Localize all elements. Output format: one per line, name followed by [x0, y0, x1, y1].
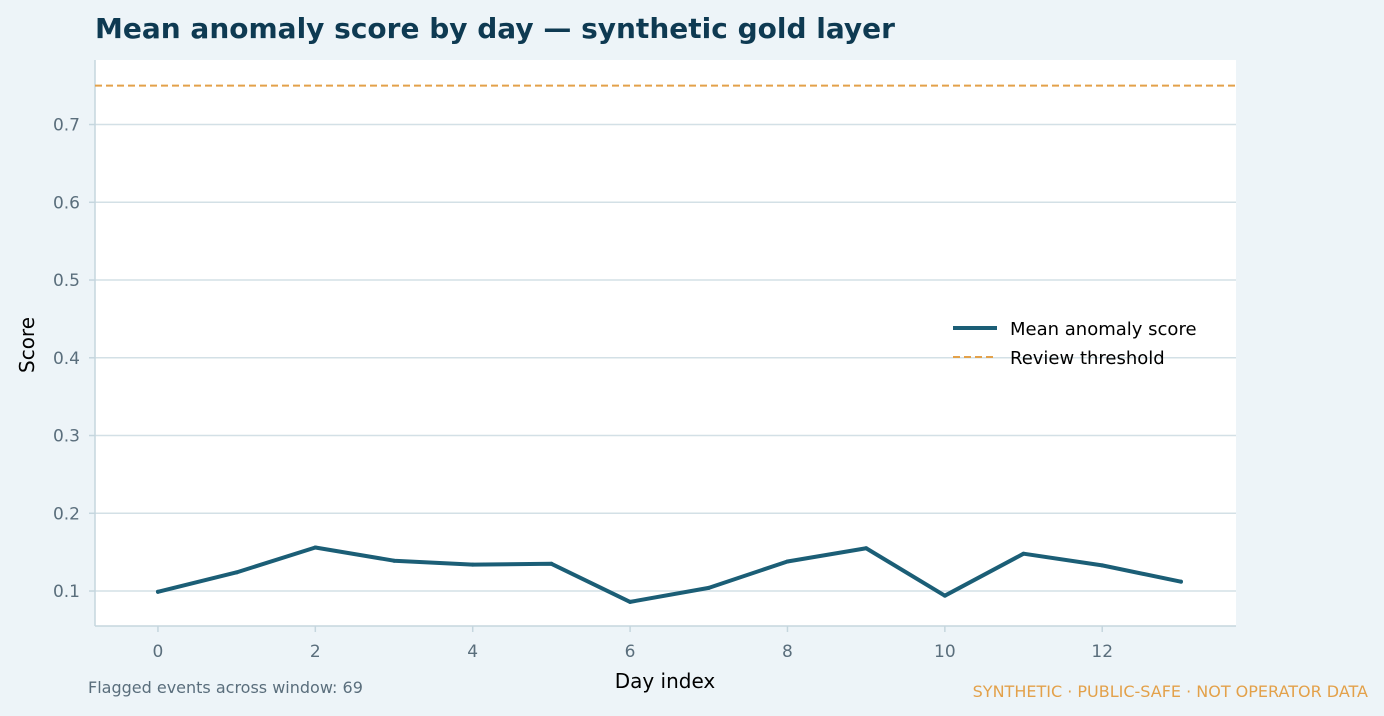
series-points	[155, 545, 1183, 604]
data-point	[470, 562, 475, 567]
data-point	[785, 559, 790, 564]
data-point	[313, 545, 318, 550]
data-point	[1100, 563, 1105, 568]
y-tick-label: 0.7	[53, 116, 80, 136]
y-axis-label: Score	[15, 317, 39, 373]
data-point	[1021, 551, 1026, 556]
y-tick-label: 0.5	[53, 271, 80, 291]
chart-title: Mean anomaly score by day — synthetic go…	[95, 12, 895, 45]
mean-anomaly-score-line	[155, 545, 1183, 604]
y-tick-label: 0.3	[53, 427, 80, 447]
watermark-label: SYNTHETIC · PUBLIC-SAFE · NOT OPERATOR D…	[973, 682, 1368, 701]
y-tick-label: 0.4	[53, 349, 80, 369]
data-point	[706, 585, 711, 590]
footnote: Flagged events across window: 69	[88, 678, 363, 697]
data-point	[155, 589, 160, 594]
x-tick-label: 4	[467, 642, 478, 662]
grid-lines	[95, 123, 1236, 592]
x-axis-label: Day index	[615, 669, 716, 693]
data-point	[942, 593, 947, 598]
x-tick-label: 2	[310, 642, 321, 662]
data-point	[549, 561, 554, 566]
data-point	[392, 558, 397, 563]
y-tick-label: 0.1	[53, 582, 80, 602]
data-point	[864, 546, 869, 551]
x-tick-label: 0	[153, 642, 164, 662]
x-tick-label: 6	[625, 642, 636, 662]
plot-area	[95, 60, 1236, 626]
legend-threshold-label: Review threshold	[1010, 348, 1165, 369]
y-tick-label: 0.2	[53, 504, 80, 524]
y-tick-label: 0.6	[53, 193, 80, 213]
x-tick-label: 10	[934, 642, 956, 662]
data-point	[628, 599, 633, 604]
x-ticks: 0 2 4 6 8 10 12	[153, 626, 1113, 662]
data-point	[1178, 579, 1183, 584]
legend: Mean anomaly score Review threshold	[953, 319, 1197, 369]
x-tick-label: 12	[1091, 642, 1113, 662]
legend-series-label: Mean anomaly score	[1010, 319, 1197, 340]
data-point	[234, 570, 239, 575]
x-tick-label: 8	[782, 642, 793, 662]
y-ticks: 0.1 0.2 0.3 0.4 0.5 0.6 0.7	[53, 116, 95, 602]
